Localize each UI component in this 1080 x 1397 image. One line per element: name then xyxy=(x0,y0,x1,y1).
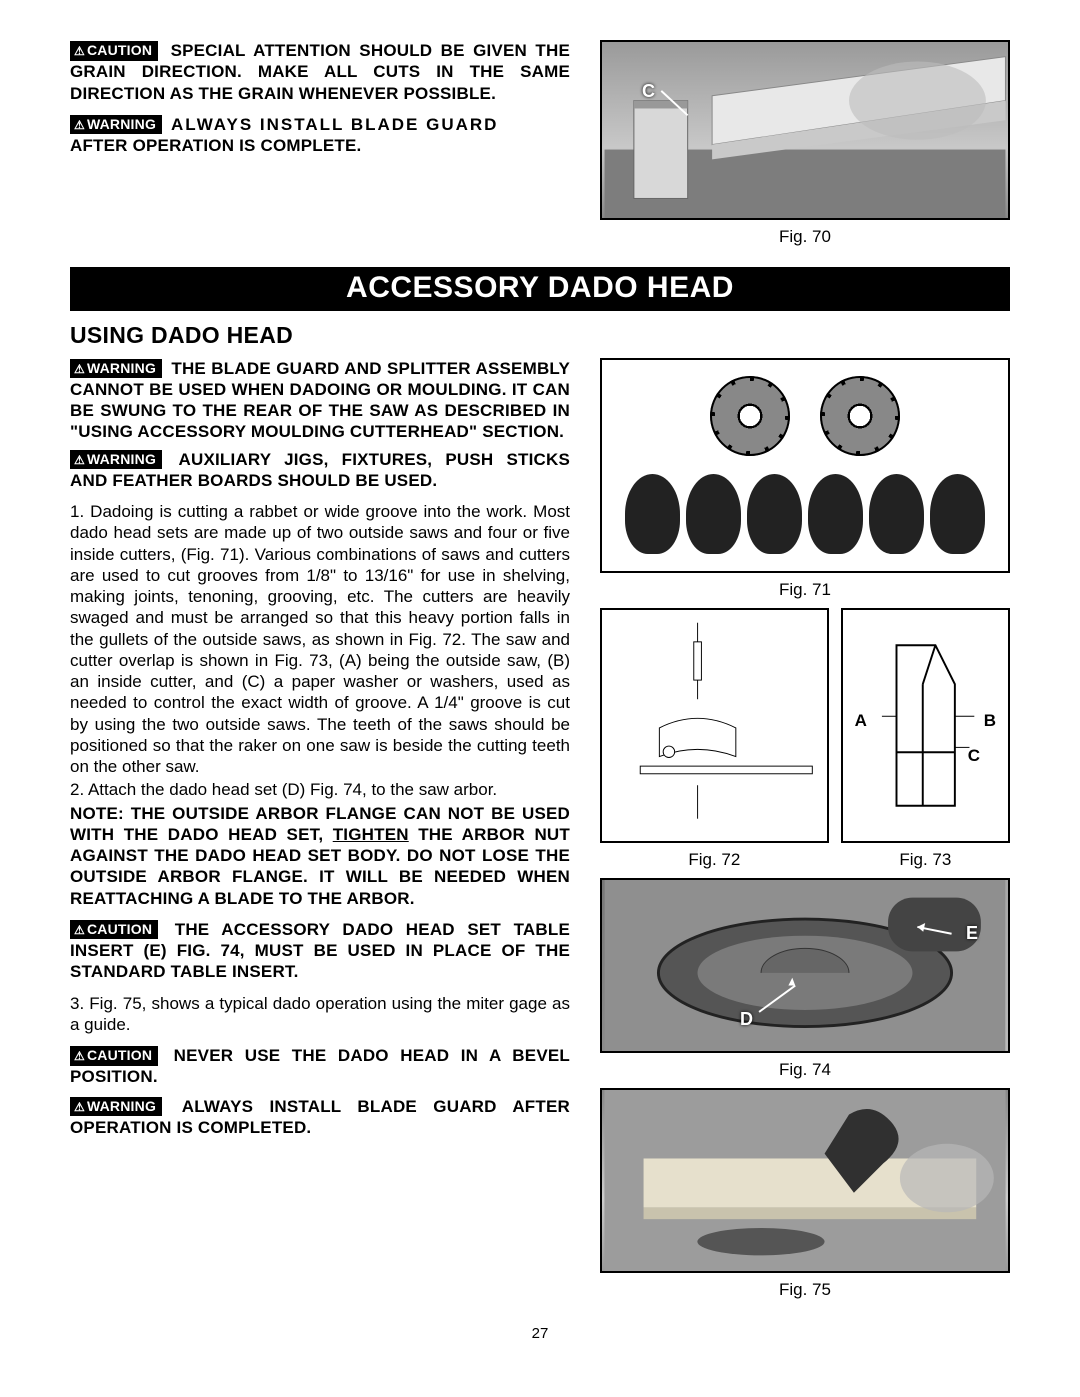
fig74-illustration xyxy=(602,880,1008,1051)
paragraph-3: 3. Fig. 75, shows a typical dado operati… xyxy=(70,993,570,1036)
fig74-image: D E xyxy=(600,878,1010,1053)
top-left-text: CAUTION SPECIAL ATTENTION SHOULD BE GIVE… xyxy=(70,40,570,247)
fig75-image xyxy=(600,1088,1010,1273)
chipper-icon xyxy=(930,474,985,554)
caution-bevel: CAUTION NEVER USE THE DADO HEAD IN A BEV… xyxy=(70,1045,570,1088)
warning-badge-4: WARNING xyxy=(70,1097,162,1117)
warning-badge: WARNING xyxy=(70,115,162,135)
fig75-illustration xyxy=(602,1090,1008,1271)
fig75-caption: Fig. 75 xyxy=(600,1279,1010,1300)
fig72-image xyxy=(600,608,829,843)
caution-badge-3: CAUTION xyxy=(70,1046,158,1066)
blade-icon xyxy=(820,376,900,456)
caution-grain: CAUTION SPECIAL ATTENTION SHOULD BE GIVE… xyxy=(70,40,570,104)
chipper-icon xyxy=(747,474,802,554)
warning-guard: WARNING ALWAYS INSTALL BLADE GUARD AFTER… xyxy=(70,114,570,157)
fig73-label-b: B xyxy=(984,710,996,731)
main-left-column: WARNING THE BLADE GUARD AND SPLITTER ASS… xyxy=(70,358,570,1301)
fig74-label-e: E xyxy=(966,922,978,945)
chipper-icon xyxy=(808,474,863,554)
fig74-label-d: D xyxy=(740,1008,753,1031)
fig71-image xyxy=(600,358,1010,573)
fig72-illustration xyxy=(602,610,827,841)
fig71-caption: Fig. 71 xyxy=(600,579,1010,600)
fig74-caption: Fig. 74 xyxy=(600,1059,1010,1080)
warning-jigs: WARNING AUXILIARY JIGS, FIXTURES, PUSH S… xyxy=(70,449,570,492)
fig72-caption: Fig. 72 xyxy=(600,849,829,870)
top-row: CAUTION SPECIAL ATTENTION SHOULD BE GIVE… xyxy=(70,40,1010,247)
main-row: WARNING THE BLADE GUARD AND SPLITTER ASS… xyxy=(70,358,1010,1301)
fig73-label-a: A xyxy=(855,710,867,731)
main-right-column: Fig. 71 Fig. 72 xyxy=(600,358,1010,1301)
sub-heading: USING DADO HEAD xyxy=(70,321,1010,350)
fig70-label-c: C xyxy=(642,80,655,103)
fig70-illustration xyxy=(602,42,1008,218)
warning-badge-2: WARNING xyxy=(70,359,162,379)
blade-icon xyxy=(710,376,790,456)
fig72-col: Fig. 72 xyxy=(600,608,829,870)
note-arbor: NOTE: THE OUTSIDE ARBOR FLANGE CAN NOT B… xyxy=(70,803,570,909)
warning-guard-rest: AFTER OPERATION IS COMPLETE. xyxy=(70,136,361,155)
fig73-col: A B C Fig. 73 xyxy=(841,608,1010,870)
fig73-caption: Fig. 73 xyxy=(841,849,1010,870)
warning-badge-3: WARNING xyxy=(70,450,162,470)
caution-insert: CAUTION THE ACCESSORY DADO HEAD SET TABL… xyxy=(70,919,570,983)
caution-badge-2: CAUTION xyxy=(70,920,158,940)
page-number: 27 xyxy=(70,1325,1010,1344)
warning-guard-2: WARNING ALWAYS INSTALL BLADE GUARD AFTER… xyxy=(70,1096,570,1139)
fig73-label-c: C xyxy=(968,745,980,766)
fig72-73-row: Fig. 72 A B C Fig xyxy=(600,608,1010,870)
note-underlined: TIGHTEN xyxy=(333,825,409,844)
fig71-chippers xyxy=(625,474,985,554)
chipper-icon xyxy=(625,474,680,554)
chipper-icon xyxy=(869,474,924,554)
warning-guard-prefix: ALWAYS INSTALL BLADE GUARD xyxy=(171,115,498,134)
caution-badge: CAUTION xyxy=(70,41,158,61)
fig73-image: A B C xyxy=(841,608,1010,843)
chipper-icon xyxy=(686,474,741,554)
fig70-caption: Fig. 70 xyxy=(600,226,1010,247)
warning-splitter: WARNING THE BLADE GUARD AND SPLITTER ASS… xyxy=(70,358,570,443)
fig70-container: C Fig. 70 xyxy=(600,40,1010,247)
paragraph-2: 2. Attach the dado head set (D) Fig. 74,… xyxy=(70,779,570,800)
section-bar: ACCESSORY DADO HEAD xyxy=(70,267,1010,311)
fig71-blades xyxy=(710,376,900,456)
paragraph-1: 1. Dadoing is cutting a rabbet or wide g… xyxy=(70,501,570,777)
fig70-image: C xyxy=(600,40,1010,220)
